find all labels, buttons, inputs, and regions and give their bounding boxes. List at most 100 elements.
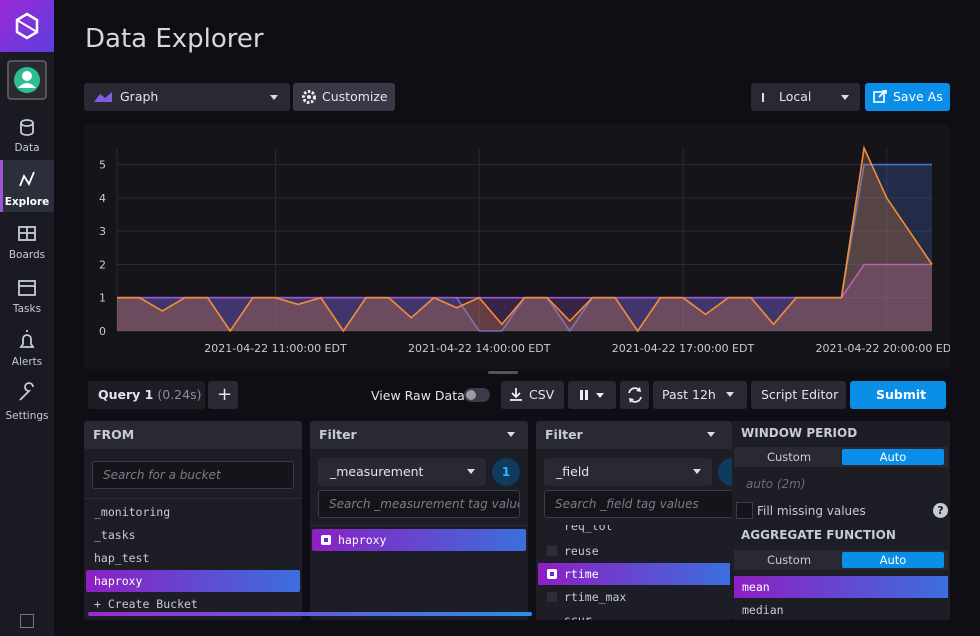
tag-list: req_tot reuse rtime rtime_max scur bbox=[536, 525, 732, 620]
caret bbox=[692, 467, 704, 477]
refresh-button[interactable] bbox=[620, 381, 649, 409]
add-query-button[interactable]: + bbox=[208, 381, 238, 409]
page-title: Data Explorer bbox=[85, 24, 264, 54]
customize-label: Customize bbox=[322, 89, 388, 104]
tag-value-selected[interactable]: rtime bbox=[538, 563, 730, 585]
avatar[interactable] bbox=[7, 60, 47, 100]
fill-checkbox[interactable] bbox=[736, 502, 753, 519]
caret bbox=[706, 430, 718, 440]
checkbox[interactable] bbox=[547, 592, 557, 602]
selected-count bbox=[718, 458, 732, 486]
add-query-label: + bbox=[217, 384, 232, 405]
check bbox=[550, 572, 554, 576]
script-editor-label: Script Editor bbox=[761, 387, 838, 402]
save-icon bbox=[873, 90, 887, 104]
tag-value-selected[interactable]: haproxy bbox=[312, 529, 526, 551]
function-title: AGGREGATE FUNCTION bbox=[741, 528, 896, 542]
caret bbox=[466, 467, 478, 477]
bucket-item[interactable]: _monitoring bbox=[86, 501, 300, 523]
series-line bbox=[117, 265, 932, 298]
nav-label[interactable]: Boards bbox=[0, 249, 54, 261]
bucket-item[interactable]: hap_test bbox=[86, 547, 300, 569]
x-tick-label: 2021-04-22 14:00:00 EDT bbox=[408, 342, 551, 355]
function-item[interactable]: median bbox=[734, 599, 948, 620]
bucket-item[interactable]: _tasks bbox=[86, 524, 300, 546]
checkbox[interactable] bbox=[321, 535, 331, 545]
x-tick-label: 2021-04-22 20:00:00 EDT bbox=[815, 342, 950, 355]
scrollbar[interactable] bbox=[88, 612, 532, 616]
x-tick-label: 2021-04-22 11:00:00 EDT bbox=[204, 342, 347, 355]
tag-key: _field bbox=[556, 464, 589, 479]
tag-value[interactable]: scur bbox=[538, 609, 730, 620]
avatar-icon bbox=[9, 62, 45, 98]
y-tick-label: 4 bbox=[99, 192, 106, 205]
y-tick-label: 5 bbox=[99, 159, 106, 172]
script-editor-button[interactable]: Script Editor bbox=[751, 381, 846, 409]
function-selected[interactable]: mean bbox=[734, 576, 948, 598]
submit-label: Submit bbox=[876, 387, 926, 402]
gear-icon bbox=[301, 89, 317, 105]
y-tick-label: 1 bbox=[99, 292, 106, 305]
divider bbox=[310, 525, 528, 526]
bucket-search[interactable]: Search for a bucket bbox=[92, 461, 294, 489]
x-tick-label: 2021-04-22 17:00:00 EDT bbox=[612, 342, 755, 355]
resize-handle[interactable] bbox=[488, 371, 518, 374]
y-tick-label: 3 bbox=[99, 225, 106, 238]
window-title: WINDOW PERIOD bbox=[741, 426, 857, 440]
logo[interactable] bbox=[0, 0, 54, 52]
refresh-icon bbox=[626, 381, 644, 409]
tag-value[interactable]: rtime_max bbox=[538, 586, 730, 608]
nav-label[interactable]: Alerts bbox=[0, 356, 54, 368]
bucket-item-selected[interactable]: haproxy bbox=[86, 570, 300, 592]
nav-label[interactable]: Explore bbox=[0, 196, 54, 208]
dropdown-icons bbox=[94, 90, 284, 104]
csv-label: CSV bbox=[529, 387, 554, 402]
filter-title: Filter bbox=[536, 421, 732, 449]
checkbox[interactable] bbox=[547, 546, 557, 556]
custom-option[interactable]: Custom bbox=[744, 449, 834, 465]
view-raw-label: View Raw Data bbox=[371, 388, 465, 403]
time-range: Past 12h bbox=[662, 387, 716, 402]
filter-panel: Filter _measurement 1 Search _measuremen… bbox=[310, 421, 528, 620]
timezone-icons bbox=[758, 90, 856, 104]
toggle-knob bbox=[466, 390, 476, 400]
divider bbox=[84, 498, 302, 499]
save-as-label: Save As bbox=[893, 89, 943, 104]
auto-option[interactable]: Auto bbox=[842, 552, 944, 568]
caret bbox=[725, 390, 737, 400]
caret bbox=[506, 430, 518, 440]
y-tick-label: 2 bbox=[99, 258, 106, 271]
pause-button[interactable] bbox=[568, 381, 616, 409]
collapse-button[interactable] bbox=[20, 614, 34, 628]
window-value: auto (2m) bbox=[746, 477, 806, 491]
graph: 0 1 2 3 4 5 2021-04-22 11:00:00 EDT 2021-04-22 … bbox=[84, 125, 950, 369]
download-icon bbox=[509, 387, 523, 403]
pause-icon bbox=[580, 381, 614, 409]
tag-value[interactable]: reuse bbox=[538, 540, 730, 562]
auto-option[interactable]: Auto bbox=[842, 449, 944, 465]
nav-label[interactable]: Settings bbox=[0, 410, 54, 422]
selected-count: 1 bbox=[492, 458, 520, 486]
logo-icon bbox=[0, 0, 54, 52]
view-raw-toggle[interactable] bbox=[464, 388, 490, 402]
tag-key-dropdown[interactable]: _field bbox=[544, 458, 712, 486]
y-tick-label: 0 bbox=[99, 325, 106, 338]
nav-label[interactable]: Data bbox=[0, 142, 54, 154]
tag-search[interactable]: Search _field tag values bbox=[544, 490, 732, 518]
tag-key-dropdown[interactable]: _measurement bbox=[318, 458, 486, 486]
query-time: (0.24s) bbox=[157, 387, 201, 402]
custom-option[interactable]: Custom bbox=[744, 552, 834, 568]
query-tab[interactable]: Query 1 (0.24s) bbox=[88, 381, 205, 409]
nav-label[interactable]: Tasks bbox=[0, 303, 54, 315]
submit-button[interactable]: Submit bbox=[850, 381, 946, 409]
tag-search[interactable]: Search _measurement tag values bbox=[318, 490, 520, 518]
filter-panel: Filter _field Search _field tag values r… bbox=[536, 421, 732, 620]
check bbox=[324, 538, 328, 542]
help-icon[interactable]: ? bbox=[933, 503, 948, 518]
tag-value[interactable]: req_tot bbox=[538, 525, 730, 537]
aggregate-panel: WINDOW PERIOD Custom Auto auto (2m) Fill… bbox=[732, 421, 950, 620]
from-title: FROM bbox=[84, 421, 302, 449]
checkbox[interactable] bbox=[547, 569, 557, 579]
